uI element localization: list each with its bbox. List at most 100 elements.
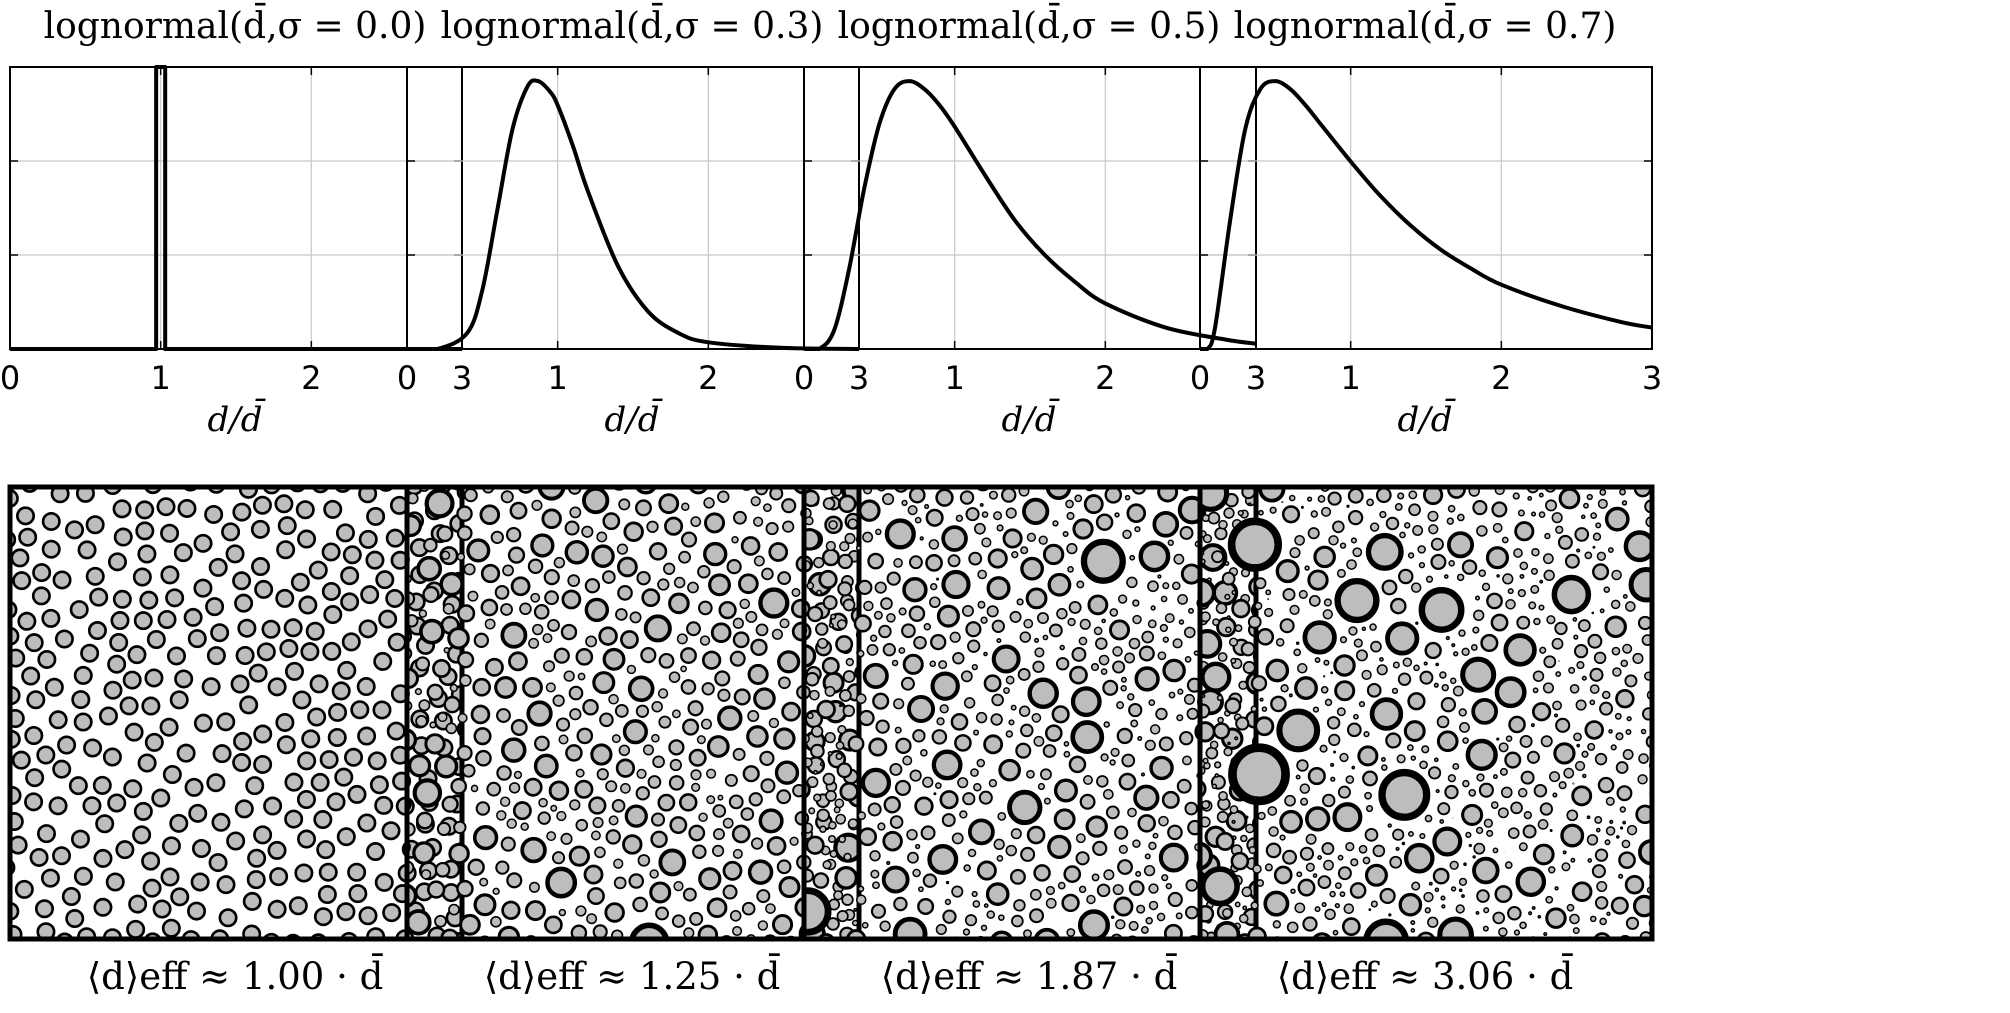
- particle: [1494, 885, 1513, 904]
- particle: [765, 521, 779, 536]
- particle: [480, 563, 501, 584]
- particle: [1005, 675, 1015, 685]
- particle: [777, 571, 792, 586]
- particle: [1345, 842, 1355, 852]
- particle: [1586, 834, 1599, 846]
- particle: [1418, 561, 1426, 569]
- particle: [52, 759, 72, 779]
- particle: [1238, 913, 1249, 924]
- particle: [1538, 492, 1544, 498]
- particle: [1369, 623, 1377, 631]
- particle: [1183, 626, 1196, 639]
- particle: [756, 889, 771, 904]
- particle: [457, 712, 468, 724]
- particle: [542, 633, 553, 644]
- particle: [1157, 487, 1179, 503]
- particle: [461, 763, 476, 778]
- particle: [1474, 595, 1481, 601]
- particle: [1436, 715, 1450, 729]
- particle: [1018, 705, 1031, 717]
- particle: [732, 617, 744, 629]
- particle: [1059, 644, 1065, 651]
- particle: [1100, 753, 1109, 762]
- particle: [1571, 881, 1593, 903]
- particle: [1164, 613, 1175, 624]
- particle: [861, 921, 869, 929]
- particle: [1200, 628, 1223, 659]
- particle: [726, 559, 742, 575]
- particle: [412, 841, 436, 865]
- particle: [657, 578, 670, 591]
- particle: [242, 891, 262, 911]
- particle: [496, 810, 507, 821]
- particle: [1378, 768, 1431, 821]
- particle: [1458, 877, 1468, 886]
- particle: [328, 702, 348, 722]
- particle: [813, 793, 822, 802]
- particle: [1451, 643, 1456, 648]
- particle: [878, 624, 892, 639]
- particle: [565, 744, 583, 762]
- particle: [507, 546, 526, 564]
- particle: [886, 860, 891, 866]
- particle: [1168, 691, 1176, 699]
- particle: [61, 887, 81, 907]
- particle: [1597, 498, 1608, 509]
- particle: [1281, 505, 1301, 524]
- particle: [835, 752, 843, 761]
- particle: [620, 630, 639, 649]
- particle: [1632, 652, 1644, 665]
- particle: [1618, 851, 1636, 870]
- particle: [575, 648, 594, 666]
- particle: [1104, 487, 1123, 504]
- particle: [1508, 715, 1526, 734]
- particle: [708, 573, 731, 597]
- particle: [862, 531, 874, 543]
- particle: [550, 804, 558, 812]
- particle: [1424, 641, 1442, 660]
- effective-diameter-label: ⟨d⟩eff ≈ 3.06 · d̄: [1276, 955, 1574, 998]
- particle: [1265, 589, 1272, 596]
- particle: [551, 851, 566, 865]
- particle: [884, 518, 916, 550]
- particle: [1566, 809, 1579, 822]
- particle: [467, 858, 485, 876]
- particle: [1047, 572, 1072, 597]
- particle: [1527, 496, 1533, 501]
- particle: [1624, 874, 1645, 895]
- particle: [1545, 895, 1554, 904]
- particle: [1607, 547, 1614, 553]
- particle: [842, 598, 856, 612]
- particle: [1118, 772, 1137, 791]
- particle: [1334, 902, 1340, 909]
- particle: [1520, 770, 1535, 785]
- particle: [331, 681, 351, 701]
- particle: [902, 576, 928, 603]
- particle: [673, 880, 684, 892]
- effective-diameter-label: ⟨d⟩eff ≈ 1.00 · d̄: [86, 955, 384, 998]
- particle: [520, 836, 547, 864]
- particle: [706, 768, 717, 779]
- particle: [1519, 921, 1527, 930]
- particle: [1328, 535, 1339, 546]
- particle: [1136, 904, 1146, 914]
- particle: [528, 881, 540, 893]
- particle: [1517, 787, 1528, 798]
- particle: [1223, 747, 1233, 757]
- particle: [1361, 626, 1367, 632]
- particle: [1432, 867, 1450, 885]
- particle: [717, 688, 731, 702]
- particle: [1265, 658, 1290, 683]
- particle: [1449, 677, 1457, 685]
- particle: [1117, 594, 1128, 604]
- particle: [1102, 679, 1119, 696]
- particle: [791, 587, 801, 597]
- particle: [941, 525, 968, 552]
- particle: [576, 727, 594, 745]
- particle: [1230, 657, 1237, 664]
- particle: [1234, 736, 1239, 741]
- particle: [1399, 531, 1406, 539]
- particle: [1320, 685, 1329, 694]
- particle: [439, 571, 464, 597]
- particle: [1619, 826, 1624, 830]
